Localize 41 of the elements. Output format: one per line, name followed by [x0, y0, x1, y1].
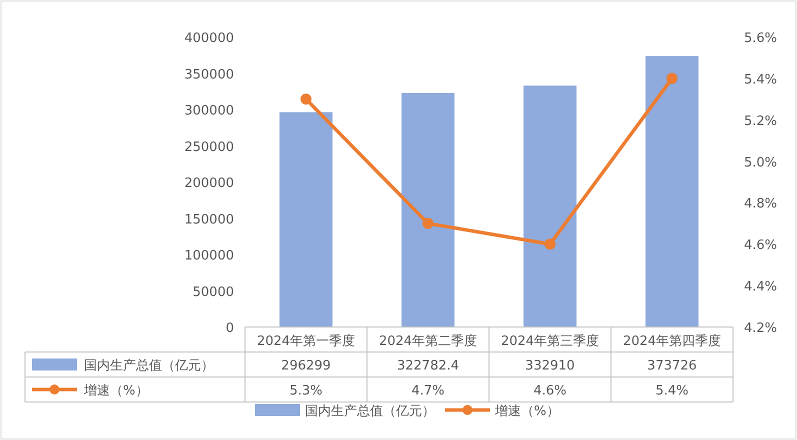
y-tick-label: 0 [226, 321, 234, 336]
y-tick-label: 300000 [184, 104, 234, 118]
y2-tick-label: 5.0% [744, 155, 778, 170]
data-label: 5.3% [289, 384, 323, 398]
data-label: 332910 [525, 358, 575, 374]
y-tick-label: 50000 [192, 284, 234, 300]
y-tick-label: 100000 [184, 248, 234, 264]
text: 国内生产总值（亿元） [305, 404, 435, 419]
data-label: 322782.4 [396, 358, 460, 374]
y2-tick-label: 4.2% [744, 321, 778, 336]
x-tick-label: 2024年第四季度 [622, 333, 722, 349]
point [422, 218, 434, 229]
y-tick-label: 200000 [184, 176, 234, 191]
bar [524, 86, 576, 327]
y-tick-label: 150000 [184, 212, 234, 228]
y2-tick-label: 4.4% [744, 280, 778, 295]
y2-tick-label: 4.6% [744, 238, 778, 254]
y2-tick-label: 5.4% [744, 72, 778, 88]
y2-tick-label: 5.6% [744, 31, 778, 46]
legend-label: 国内生产总值（亿元） [84, 358, 214, 374]
x-tick-label: 2024年第一季度 [256, 333, 356, 349]
text: 增速（%） [84, 384, 148, 398]
data-label: 4.7% [411, 384, 445, 398]
bar [646, 56, 698, 327]
y2-tick-label: 5.2% [744, 114, 778, 129]
x-tick-label: 2024年第三季度 [500, 333, 600, 349]
x-tick-label: 2024年第二季度 [378, 333, 478, 349]
data-label: 296299 [281, 358, 331, 374]
y-tick-label: 350000 [184, 67, 234, 82]
y2-tick-label: 4.8% [744, 196, 778, 212]
data-label: 5.4% [655, 384, 689, 398]
point [544, 238, 556, 250]
data-label: 373726 [647, 358, 697, 374]
data-label: 4.6% [533, 384, 567, 398]
y-tick-label: 250000 [184, 140, 234, 155]
point [666, 72, 678, 84]
bar [402, 92, 454, 327]
y-tick-label: 400000 [184, 31, 234, 46]
bar [280, 112, 332, 327]
legend-label: 增速（%） [494, 404, 560, 419]
point [300, 94, 312, 105]
